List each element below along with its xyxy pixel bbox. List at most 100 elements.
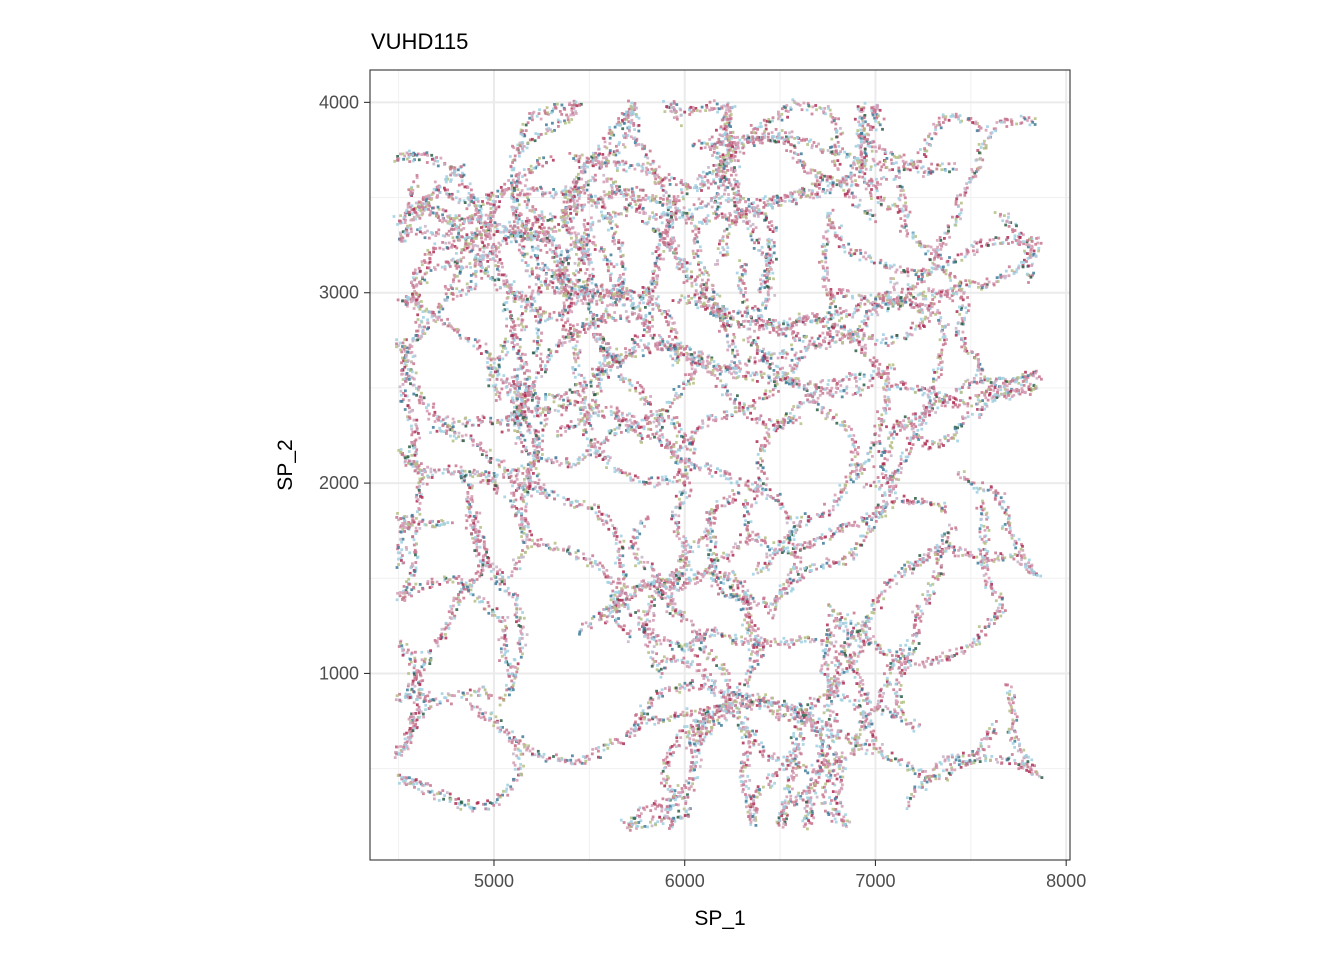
data-point [734, 223, 738, 227]
data-point [571, 324, 575, 328]
data-point [645, 172, 649, 176]
data-point [594, 163, 598, 166]
data-point [488, 354, 491, 358]
data-point [410, 345, 414, 348]
data-point [415, 298, 418, 302]
data-point [403, 362, 407, 365]
data-point [561, 313, 565, 317]
data-point [497, 261, 500, 264]
data-point [762, 212, 766, 216]
data-point [423, 278, 427, 282]
data-point [933, 291, 937, 295]
data-point [629, 202, 632, 205]
data-point [575, 206, 579, 210]
data-point [621, 253, 625, 257]
data-point [557, 344, 560, 348]
data-point [427, 194, 431, 197]
data-point [502, 279, 505, 283]
data-point [762, 201, 766, 204]
data-point [670, 641, 673, 644]
data-point [534, 217, 538, 220]
data-point [425, 281, 429, 285]
data-point [668, 201, 672, 205]
data-point [409, 205, 412, 209]
data-point [536, 544, 540, 548]
data-point [568, 399, 572, 403]
data-point [421, 401, 425, 405]
data-point [615, 149, 619, 153]
data-point [486, 260, 490, 263]
data-point [489, 373, 492, 377]
data-point [815, 108, 818, 112]
data-point [544, 310, 548, 314]
data-point [525, 206, 529, 209]
data-point [516, 510, 520, 514]
data-point [452, 278, 455, 282]
data-point [502, 273, 506, 277]
data-point [520, 294, 524, 297]
data-point [556, 259, 559, 263]
data-point [745, 207, 748, 210]
data-point [504, 234, 507, 238]
data-point [581, 244, 585, 247]
data-point [620, 112, 624, 115]
data-point [458, 238, 462, 242]
data-point [411, 430, 415, 434]
data-point [549, 128, 552, 132]
data-point [523, 415, 527, 419]
data-point [506, 350, 510, 354]
data-point [528, 209, 532, 212]
data-point [630, 311, 634, 314]
data-point [412, 337, 416, 340]
data-point [736, 144, 740, 148]
data-point [613, 125, 617, 129]
data-point [542, 237, 545, 241]
data-point [713, 201, 716, 204]
data-point [418, 216, 422, 220]
data-point [644, 170, 648, 174]
data-point [623, 603, 627, 606]
data-point [763, 129, 767, 133]
data-point [479, 218, 483, 222]
data-point [616, 581, 620, 585]
data-point [543, 424, 546, 428]
data-point [589, 193, 593, 197]
data-point [426, 248, 430, 252]
data-point [865, 132, 869, 136]
data-point [681, 214, 685, 217]
data-point [754, 322, 758, 326]
data-point [765, 216, 768, 220]
data-point [403, 377, 407, 380]
data-point [564, 408, 568, 412]
data-point [501, 345, 505, 348]
data-point [405, 360, 409, 363]
data-point [526, 303, 530, 307]
data-point [526, 546, 530, 550]
data-point [721, 160, 725, 164]
data-point [472, 201, 476, 204]
data-point [415, 153, 419, 157]
data-point [449, 194, 453, 198]
data-point [519, 144, 522, 148]
data-point [585, 317, 589, 321]
data-point [432, 246, 435, 250]
data-point [586, 257, 590, 261]
data-point [461, 288, 464, 292]
data-point [858, 158, 862, 162]
data-point [613, 214, 617, 218]
data-point [759, 121, 763, 125]
data-point [563, 209, 566, 212]
data-point [511, 503, 514, 507]
data-point [608, 149, 612, 152]
data-point [654, 217, 658, 221]
data-point [412, 392, 416, 396]
data-point [532, 189, 536, 192]
data-point [676, 421, 679, 425]
data-point [491, 199, 495, 203]
data-point [536, 291, 540, 295]
data-point [637, 623, 640, 626]
data-point [716, 156, 719, 160]
data-point [539, 352, 543, 356]
data-point [654, 639, 658, 643]
data-point [539, 248, 543, 252]
